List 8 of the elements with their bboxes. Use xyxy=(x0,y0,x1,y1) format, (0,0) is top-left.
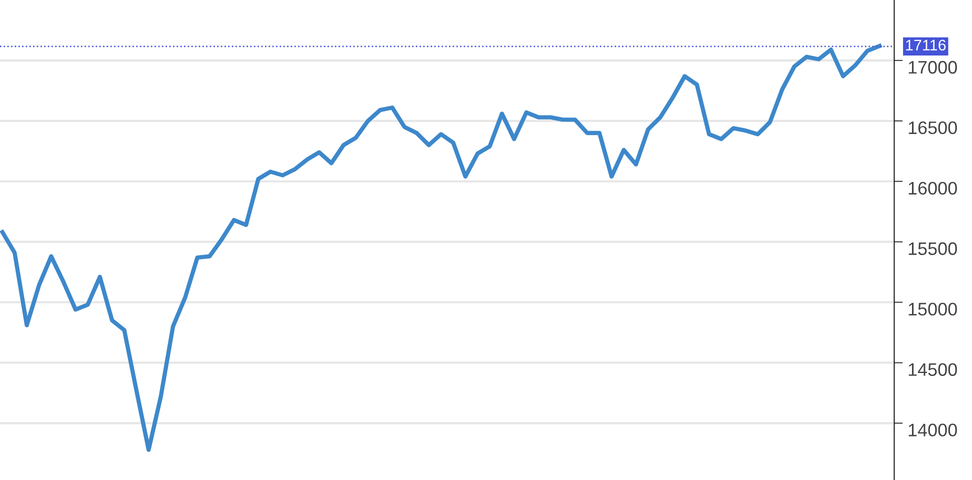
y-tick-label: 16500 xyxy=(908,121,957,134)
y-tick-label: 16000 xyxy=(908,182,957,195)
y-tick-label: 14500 xyxy=(908,363,957,376)
y-tick-label: 15500 xyxy=(908,242,957,256)
y-tick-label: 15000 xyxy=(908,302,957,316)
y-tick-label: 17000 xyxy=(908,60,957,74)
ref-line-label: 17116 xyxy=(906,40,946,51)
y-tick-label: 14000 xyxy=(908,424,957,436)
